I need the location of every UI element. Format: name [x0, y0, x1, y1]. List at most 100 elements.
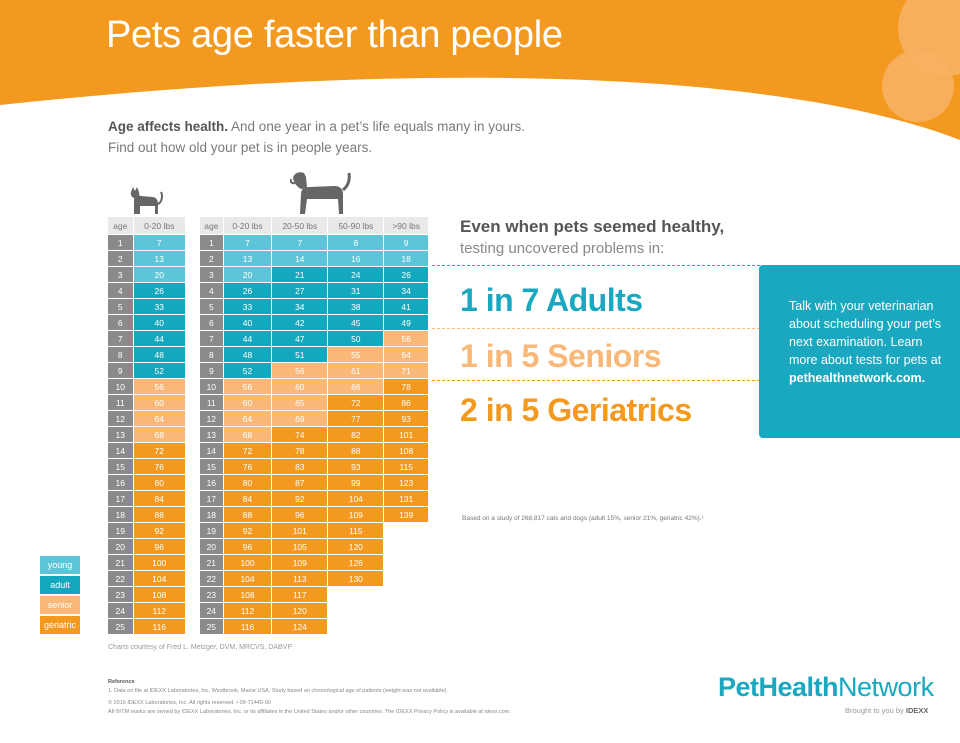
column-header: age — [200, 217, 224, 235]
legend-geriatric: geriatric — [40, 616, 80, 634]
table-row: 22 104 — [108, 571, 186, 587]
human-age-cell: 34 — [384, 283, 429, 299]
human-age-cell: 74 — [272, 427, 329, 443]
human-age-cell: 117 — [272, 587, 329, 603]
age-cell: 1 — [200, 235, 224, 251]
age-cell: 9 — [200, 363, 224, 379]
brought-by-text: Brought to you by — [845, 706, 904, 715]
age-cell: 25 — [200, 619, 224, 635]
human-age-cell: 72 — [328, 395, 385, 411]
stat-geriatrics: 2 in 5 Geriatrics — [460, 392, 692, 428]
table-row: 24 112 120 — [200, 603, 429, 619]
human-age-cell: 7 — [133, 235, 186, 251]
table-row: 19 92 — [108, 523, 186, 539]
stats-heading-line2: testing uncovered problems in: — [460, 240, 665, 257]
empty-cell — [328, 619, 384, 635]
cta-link[interactable]: pethealthnetwork.com. — [789, 371, 926, 385]
table-row: 2 13 — [108, 251, 186, 267]
table-row: 10 56 60 66 78 — [200, 379, 429, 395]
reference-block: Reference 1. Data on file at IDEXX Labor… — [108, 678, 628, 717]
human-age-cell: 104 — [133, 571, 186, 587]
age-cell: 4 — [108, 283, 134, 299]
human-age-cell: 80 — [223, 475, 273, 491]
human-age-cell: 86 — [384, 395, 429, 411]
reference-line3: All ®/TM marks are owned by IDEXX Labora… — [108, 709, 511, 715]
table-row: 16 80 — [108, 475, 186, 491]
table-row: 15 76 83 93 115 — [200, 459, 429, 475]
human-age-cell: 7 — [272, 235, 329, 251]
human-age-cell: 26 — [133, 283, 186, 299]
study-note: Based on a study of 268,817 cats and dog… — [462, 515, 704, 522]
empty-cell — [328, 603, 384, 619]
table-row: 8 48 51 55 64 — [200, 347, 429, 363]
human-age-cell: 77 — [328, 411, 385, 427]
human-age-cell: 26 — [223, 283, 273, 299]
intro-text: Age affects health. And one year in a pe… — [108, 116, 525, 158]
human-age-cell: 56 — [133, 379, 186, 395]
human-age-cell: 72 — [133, 443, 186, 459]
age-cell: 15 — [200, 459, 224, 475]
human-age-cell: 13 — [133, 251, 186, 267]
table-row: 17 84 92 104 131 — [200, 491, 429, 507]
age-cell: 12 — [200, 411, 224, 427]
table-row: 18 88 96 109 139 — [200, 507, 429, 523]
pethealthnetwork-logo[interactable]: PetHealthNetwork — [718, 672, 934, 703]
human-age-cell: 87 — [272, 475, 329, 491]
human-age-cell: 52 — [223, 363, 273, 379]
human-age-cell: 71 — [384, 363, 429, 379]
idexx-brand: IDEXX — [905, 706, 929, 715]
human-age-cell: 40 — [223, 315, 273, 331]
age-cell: 22 — [200, 571, 224, 587]
human-age-cell: 120 — [328, 539, 385, 555]
stat-seniors: 1 in 5 Seniors — [460, 338, 662, 374]
human-age-cell: 48 — [133, 347, 186, 363]
age-cell: 1 — [108, 235, 134, 251]
age-cell: 25 — [108, 619, 134, 635]
human-age-cell: 123 — [384, 475, 429, 491]
intro-line2: Find out how old your pet is in people y… — [108, 140, 373, 155]
human-age-cell: 88 — [133, 507, 186, 523]
human-age-cell: 101 — [384, 427, 429, 443]
reference-line1: 1. Data on file at IDEXX Laboratories, I… — [108, 688, 448, 694]
human-age-cell: 131 — [384, 491, 429, 507]
age-cell: 19 — [108, 523, 134, 539]
empty-cell — [384, 555, 429, 571]
human-age-cell: 24 — [328, 267, 385, 283]
human-age-cell: 52 — [133, 363, 186, 379]
logo-regular: Network — [838, 672, 934, 702]
human-age-cell: 82 — [328, 427, 385, 443]
table-row: 24 112 — [108, 603, 186, 619]
human-age-cell: 124 — [272, 619, 329, 635]
table-row: 20 96 105 120 — [200, 539, 429, 555]
human-age-cell: 112 — [223, 603, 273, 619]
human-age-cell: 40 — [133, 315, 186, 331]
human-age-cell: 109 — [272, 555, 329, 571]
human-age-cell: 108 — [223, 587, 273, 603]
human-age-cell: 9 — [384, 235, 429, 251]
column-header: 0-20 lbs — [133, 217, 186, 235]
column-header: 50-90 lbs — [328, 217, 385, 235]
age-cell: 20 — [108, 539, 134, 555]
human-age-cell: 18 — [384, 251, 429, 267]
human-age-cell: 84 — [223, 491, 273, 507]
human-age-cell: 108 — [384, 443, 429, 459]
table-row: 25 116 — [108, 619, 186, 635]
human-age-cell: 115 — [328, 523, 385, 539]
column-header: 0-20 lbs — [223, 217, 273, 235]
human-age-cell: 56 — [384, 331, 429, 347]
age-cell: 2 — [108, 251, 134, 267]
age-cell: 20 — [200, 539, 224, 555]
age-cell: 21 — [200, 555, 224, 571]
human-age-cell: 56 — [223, 379, 273, 395]
age-cell: 3 — [200, 267, 224, 283]
table-row: 7 44 — [108, 331, 186, 347]
legend-adult: adult — [40, 576, 80, 594]
logo-bold: PetHealth — [718, 672, 839, 702]
page-title: Pets age faster than people — [106, 14, 563, 56]
human-age-cell: 83 — [272, 459, 329, 475]
human-age-cell: 44 — [133, 331, 186, 347]
table-row: 16 80 87 99 123 — [200, 475, 429, 491]
adults-divider — [432, 265, 760, 266]
